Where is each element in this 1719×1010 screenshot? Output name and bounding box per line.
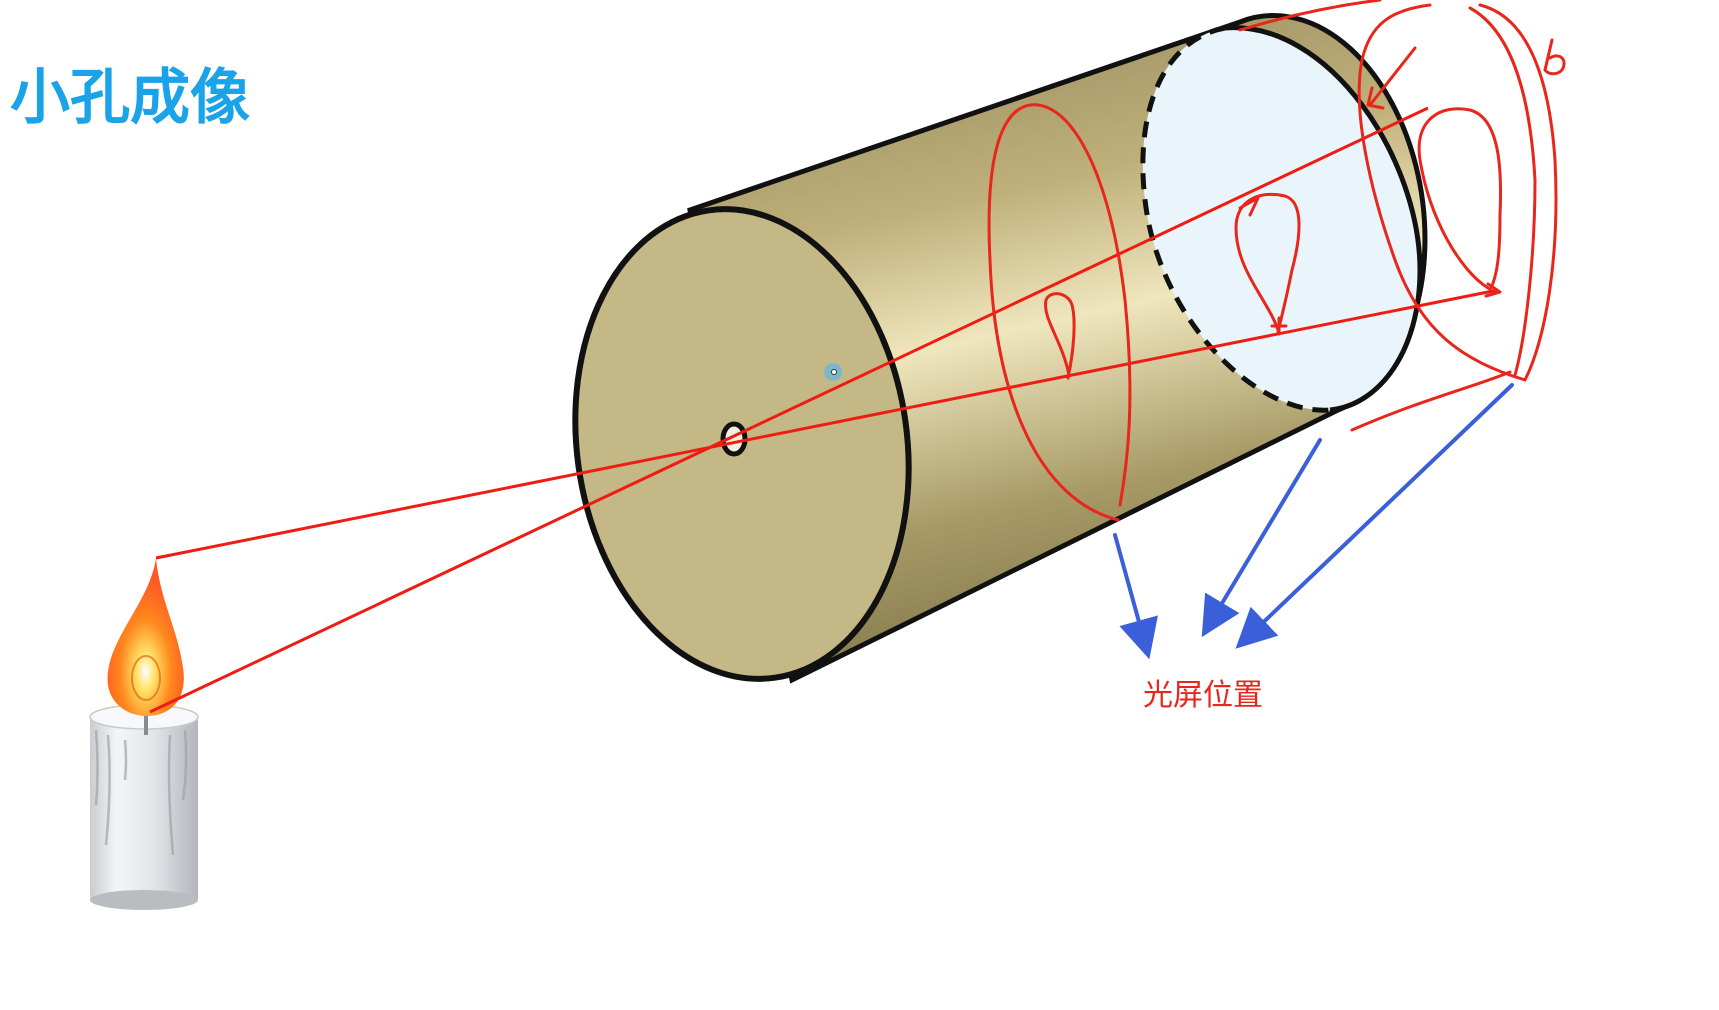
large-image-loop	[1417, 107, 1503, 292]
ray-tip-mark-3	[1484, 282, 1502, 298]
candle-icon	[89, 558, 200, 910]
far-edge-scribble	[1543, 38, 1566, 76]
screen-position-label: 光屏位置	[1143, 678, 1263, 713]
ray-tip-mark-1	[1238, 196, 1260, 217]
medium-image-loop	[1234, 192, 1301, 334]
ray-top	[155, 288, 1499, 560]
ray-bottom	[149, 106, 1429, 714]
far-screen-loop	[1238, 0, 1558, 432]
cursor-dot-icon	[824, 363, 842, 381]
handwritten-annotations	[987, 0, 1566, 522]
screen-surface	[1142, 28, 1420, 411]
screen-dashed-edge	[1140, 25, 1331, 413]
page-title: 小孔成像	[10, 63, 250, 133]
arrow-to-mid-screen	[1113, 533, 1158, 660]
light-rays	[149, 106, 1499, 714]
arrow-to-back-screen	[1201, 438, 1322, 638]
far-screen-loop-arrow	[1366, 46, 1417, 110]
arrow-to-far-screen	[1235, 383, 1514, 649]
small-image-loop	[1043, 292, 1076, 380]
camera-box	[572, 13, 1428, 684]
mid-screen-circle	[987, 103, 1132, 522]
ray-tip-mark-2	[1270, 316, 1288, 336]
box-back-rim	[1224, 25, 1423, 413]
screen-position-arrows	[1113, 383, 1514, 660]
